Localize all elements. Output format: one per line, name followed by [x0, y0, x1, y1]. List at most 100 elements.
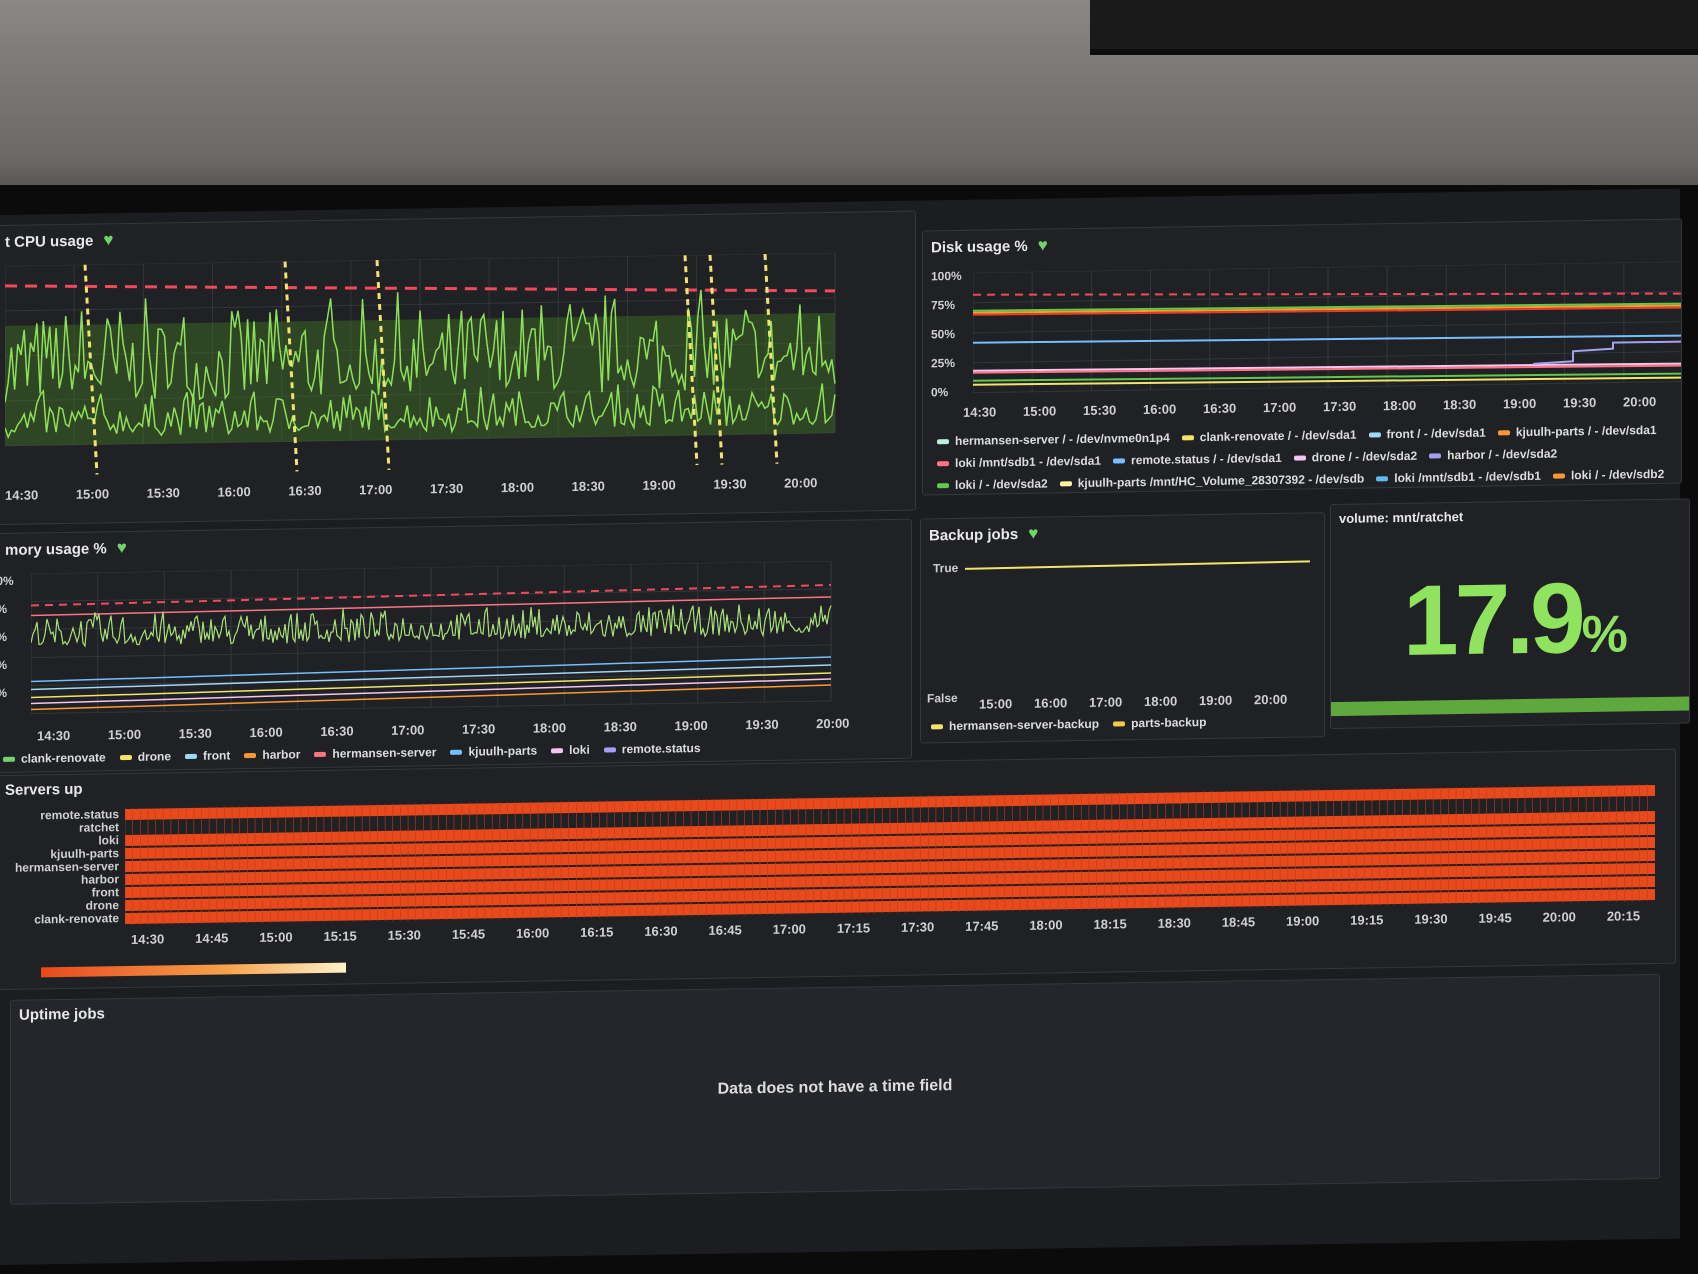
threshold-line: [31, 583, 832, 607]
x-tick: 17:30: [462, 721, 496, 737]
legend-label: remote.status: [621, 740, 701, 757]
y-axis: 100% 75% 50% 25% 0%: [923, 220, 1681, 399]
row-label: loki: [98, 833, 119, 848]
x-tick: 18:30: [603, 718, 637, 735]
legend-item[interactable]: drone: [119, 749, 172, 764]
series-line: [31, 678, 832, 705]
legend-item[interactable]: hermansen-server: [314, 745, 436, 761]
series-line: [5, 383, 836, 440]
x-tick: 18:15: [1093, 916, 1127, 932]
cpu-chart: [5, 252, 836, 475]
x-tick: 15:30: [178, 725, 212, 742]
annotation-marker: [283, 261, 299, 472]
stat-unit: %: [1581, 605, 1624, 665]
annotation-marker: [83, 264, 99, 475]
volume-stat-panel: volume: mnt/ratchet 17.9%: [1330, 498, 1690, 730]
x-tick: 18:00: [532, 720, 567, 736]
legend-item[interactable]: parts-backup: [1113, 715, 1206, 730]
x-tick: 16:15: [580, 924, 614, 940]
legend-label: loki /mnt/sdb1 - /dev/sdb1: [1394, 468, 1541, 486]
panel-title[interactable]: Servers up: [5, 780, 83, 799]
legend-label: loki / - /dev/sdb2: [1570, 466, 1665, 483]
x-axis: 15:00 16:00 17:00 18:00 19:00 20:00: [921, 513, 1324, 712]
x-tick: 19:30: [713, 476, 747, 492]
legend-item[interactable]: kjuulh-parts /mnt/HC_Volume_28307392 - /…: [1059, 472, 1364, 491]
heart-icon: ♥: [103, 230, 114, 250]
row-label: drone: [85, 898, 119, 913]
x-tick: 15:00: [1023, 403, 1057, 419]
legend-label: drone: [137, 749, 172, 764]
legend-item[interactable]: front / - /dev/sda1: [1368, 425, 1486, 442]
panel-title[interactable]: Disk usage %: [931, 237, 1028, 256]
legend-swatch: [244, 752, 257, 758]
panel-title[interactable]: t CPU usage: [5, 232, 94, 251]
heart-icon: ♥: [116, 538, 127, 558]
legend-item[interactable]: clank-renovate / - /dev/sda1: [1181, 428, 1357, 445]
x-tick: 20:00: [1542, 909, 1576, 925]
grid-line: [973, 261, 1682, 274]
x-tick: 19:00: [642, 477, 676, 493]
legend-swatch: [3, 756, 15, 762]
memory-usage-panel: mory usage %♥ 100%80%60%40%20%0% 14:3015…: [0, 518, 912, 774]
legend-item[interactable]: harbor / - /dev/sda2: [1429, 447, 1557, 463]
series-line: [973, 372, 1682, 382]
legend-item[interactable]: hermansen-server / - /dev/nvme0n1p4: [937, 431, 1170, 449]
x-tick: 18:30: [571, 478, 605, 495]
series-line: [973, 362, 1682, 372]
x-tick: 18:00: [1029, 917, 1063, 933]
legend-item[interactable]: loki /mnt/sdb1 - /dev/sdb1: [1376, 469, 1541, 486]
x-tick: 15:00: [75, 486, 110, 502]
x-tick: 16:00: [1034, 695, 1068, 711]
x-tick: 18:00: [500, 479, 535, 496]
y-tick: 25%: [931, 355, 956, 371]
legend-swatch: [1552, 472, 1565, 479]
legend-item[interactable]: loki / - /dev/sda2: [937, 477, 1048, 493]
grafana-dashboard: t CPU usage ♥ 14:30 15:00 15:30 16:00 16:30 17…: [0, 188, 1690, 1266]
x-tick: 16:30: [288, 482, 322, 499]
legend-item[interactable]: loki / - /dev/sdb2: [1552, 466, 1665, 483]
legend-item[interactable]: remote.status: [603, 740, 701, 757]
series-line: [973, 304, 1682, 314]
x-tick: 16:00: [1143, 401, 1177, 418]
x-tick: 14:30: [131, 931, 165, 947]
grid-line: [973, 321, 1682, 334]
y-tick: False: [927, 690, 958, 706]
legend-item[interactable]: front: [185, 748, 230, 763]
backup-chart: [965, 560, 1311, 570]
row-label: clank-renovate: [34, 911, 119, 927]
panel-title[interactable]: Uptime jobs: [19, 1005, 105, 1024]
legend-label: harbor: [262, 747, 301, 762]
series-fill: [5, 312, 835, 446]
x-tick: 14:30: [37, 727, 71, 744]
legend-item[interactable]: kjuulh-parts: [450, 744, 537, 759]
panel-title[interactable]: Backup jobs: [929, 525, 1019, 544]
x-tick: 15:00: [979, 696, 1013, 712]
series-line: [31, 596, 832, 617]
threshold-line: [5, 284, 836, 293]
row-label: front: [91, 885, 119, 900]
legend: clank-renovate drone front harbor hermansen-…: [3, 738, 903, 766]
legend-label: front / - /dev/sda1: [1386, 425, 1486, 442]
legend-label: kjuulh-parts: [468, 743, 538, 759]
x-axis: 14:30 15:00 15:30 16:00 16:30 17:00 17:30 18:00…: [0, 212, 915, 503]
legend-item[interactable]: kjuulh-parts / - /dev/sda1: [1497, 423, 1657, 439]
legend-item[interactable]: harbor: [244, 747, 300, 762]
x-tick: 20:00: [1254, 691, 1288, 708]
x-tick: 17:30: [430, 480, 464, 497]
legend-item[interactable]: remote.status / - /dev/sda1: [1113, 451, 1282, 468]
grid-line: [31, 672, 831, 687]
legend-swatch: [603, 746, 616, 753]
x-tick: 20:00: [784, 475, 818, 491]
memory-chart: [31, 560, 832, 715]
y-tick: 80%: [0, 601, 8, 617]
legend-item[interactable]: drone / - /dev/sda2: [1293, 449, 1417, 465]
panel-title[interactable]: mory usage %: [5, 539, 107, 559]
y-tick: 100%: [931, 268, 962, 284]
legend-item[interactable]: hermansen-server-backup: [931, 717, 1099, 734]
panel-title[interactable]: volume: mnt/ratchet: [1339, 509, 1464, 526]
legend-item[interactable]: loki /mnt/sdb1 - /dev/sda1: [937, 454, 1101, 471]
backup-jobs-panel: Backup jobs ♥ True False 15:00 16:00 17:00 1…: [920, 512, 1325, 744]
legend-item[interactable]: loki: [551, 743, 590, 758]
legend-item[interactable]: clank-renovate: [3, 750, 106, 766]
x-tick: 17:30: [901, 919, 935, 935]
